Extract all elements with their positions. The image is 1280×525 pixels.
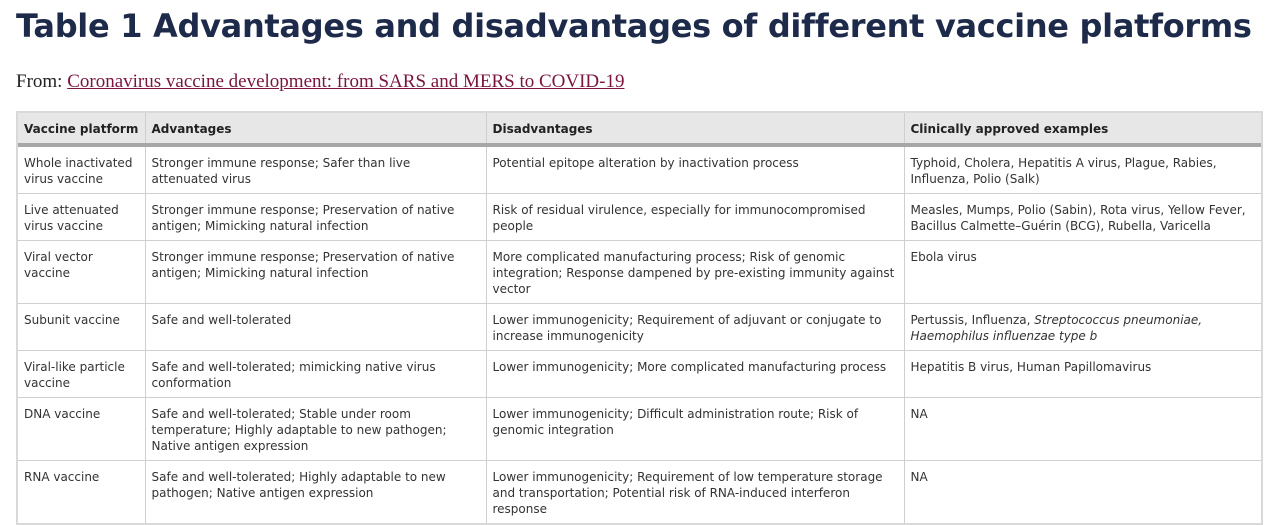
cell-advantages: Stronger immune response; Safer than liv… — [144, 145, 486, 194]
cell-examples: NA — [903, 397, 1261, 461]
table-row: RNA vaccine Safe and well-tolerated; Hig… — [18, 460, 1261, 523]
data-table: Vaccine platform Advantages Disadvantage… — [18, 113, 1261, 523]
table-row: DNA vaccine Safe and well-tolerated; Sta… — [18, 397, 1261, 461]
cell-advantages: Stronger immune response; Preservation o… — [144, 240, 486, 304]
source-line: From: Coronavirus vaccine development: f… — [16, 70, 624, 94]
cell-platform: Whole inactivated virus vaccine — [24, 156, 133, 186]
cell-examples: Pertussis, Influenza, Streptococcus pneu… — [903, 303, 1261, 351]
cell-platform: Live attenuated virus vaccine — [18, 193, 145, 241]
cell-examples: Measles, Mumps, Polio (Sabin), Rota viru… — [903, 193, 1261, 241]
cell-platform: Subunit vaccine — [18, 303, 145, 351]
cell-disadvantages: Risk of residual virulence, especially f… — [485, 193, 904, 241]
header-disadvantages: Disadvantages — [485, 113, 904, 147]
cell-examples: Ebola virus — [903, 240, 1261, 304]
cell-disadvantages: More complicated manufacturing process; … — [485, 240, 904, 304]
cell-advantages: Safe and well-tolerated; Stable under ro… — [144, 397, 486, 461]
table-row: Viral vector vaccine Stronger immune res… — [18, 240, 1261, 304]
from-label: From: — [16, 71, 63, 92]
cell-platform: Viral-like particle vaccine — [18, 350, 145, 398]
cell-disadvantages: Lower immunogenicity; More complicated m… — [485, 350, 904, 398]
cell-platform: DNA vaccine — [18, 397, 145, 461]
examples-plain-text: Pertussis, Influenza, — [910, 313, 1035, 327]
cell-advantages: Safe and well-tolerated; Highly adaptabl… — [144, 460, 486, 523]
header-clinical-examples: Clinically approved examples — [903, 113, 1261, 147]
table-row: Subunit vaccine Safe and well-tolerated … — [18, 303, 1261, 351]
page-title: Table 1 Advantages and disadvantages of … — [16, 7, 1252, 45]
cell-disadvantages: Lower immunogenicity; Difficult administ… — [485, 397, 904, 461]
table-header-row: Vaccine platform Advantages Disadvantage… — [18, 113, 1261, 147]
examples-italic-species: Streptococcus pneumoniae, Haemophilus in… — [910, 313, 1203, 343]
cell-examples: Typhoid, Cholera, Hepatitis A virus, Pla… — [903, 145, 1261, 194]
table-row: Live attenuated virus vaccine Stronger i… — [18, 193, 1261, 241]
table-row: Viral-like particle vaccine Safe and wel… — [18, 350, 1261, 398]
cell-disadvantages: Lower immunogenicity; Requirement of adj… — [485, 303, 904, 351]
vaccine-platforms-table: Vaccine platform Advantages Disadvantage… — [16, 111, 1263, 525]
cell-platform: RNA vaccine — [18, 460, 145, 523]
cell-disadvantages: Potential epitope alteration by inactiva… — [485, 145, 904, 194]
cell-disadvantages: Lower immunogenicity; Requirement of low… — [485, 460, 904, 523]
cell-examples: NA — [903, 460, 1261, 523]
cell-advantages: Safe and well-tolerated — [144, 303, 486, 351]
header-advantages: Advantages — [144, 113, 486, 147]
cell-advantages: Stronger immune response; Preservation o… — [144, 193, 486, 241]
header-vaccine-platform: Vaccine platform — [18, 113, 145, 147]
cell-platform: Viral vector vaccine — [18, 240, 145, 304]
cell-examples: Hepatitis B virus, Human Papillomavirus — [903, 350, 1261, 398]
source-article-link[interactable]: Coronavirus vaccine development: from SA… — [67, 71, 625, 92]
table-row: Whole inactivated virus vaccine Stronger… — [18, 145, 1261, 194]
cell-advantages: Safe and well-tolerated; mimicking nativ… — [144, 350, 486, 398]
